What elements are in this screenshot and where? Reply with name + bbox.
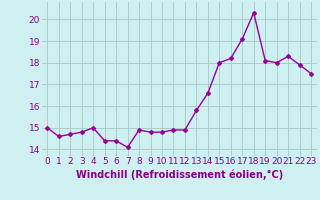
X-axis label: Windchill (Refroidissement éolien,°C): Windchill (Refroidissement éolien,°C) (76, 169, 283, 180)
